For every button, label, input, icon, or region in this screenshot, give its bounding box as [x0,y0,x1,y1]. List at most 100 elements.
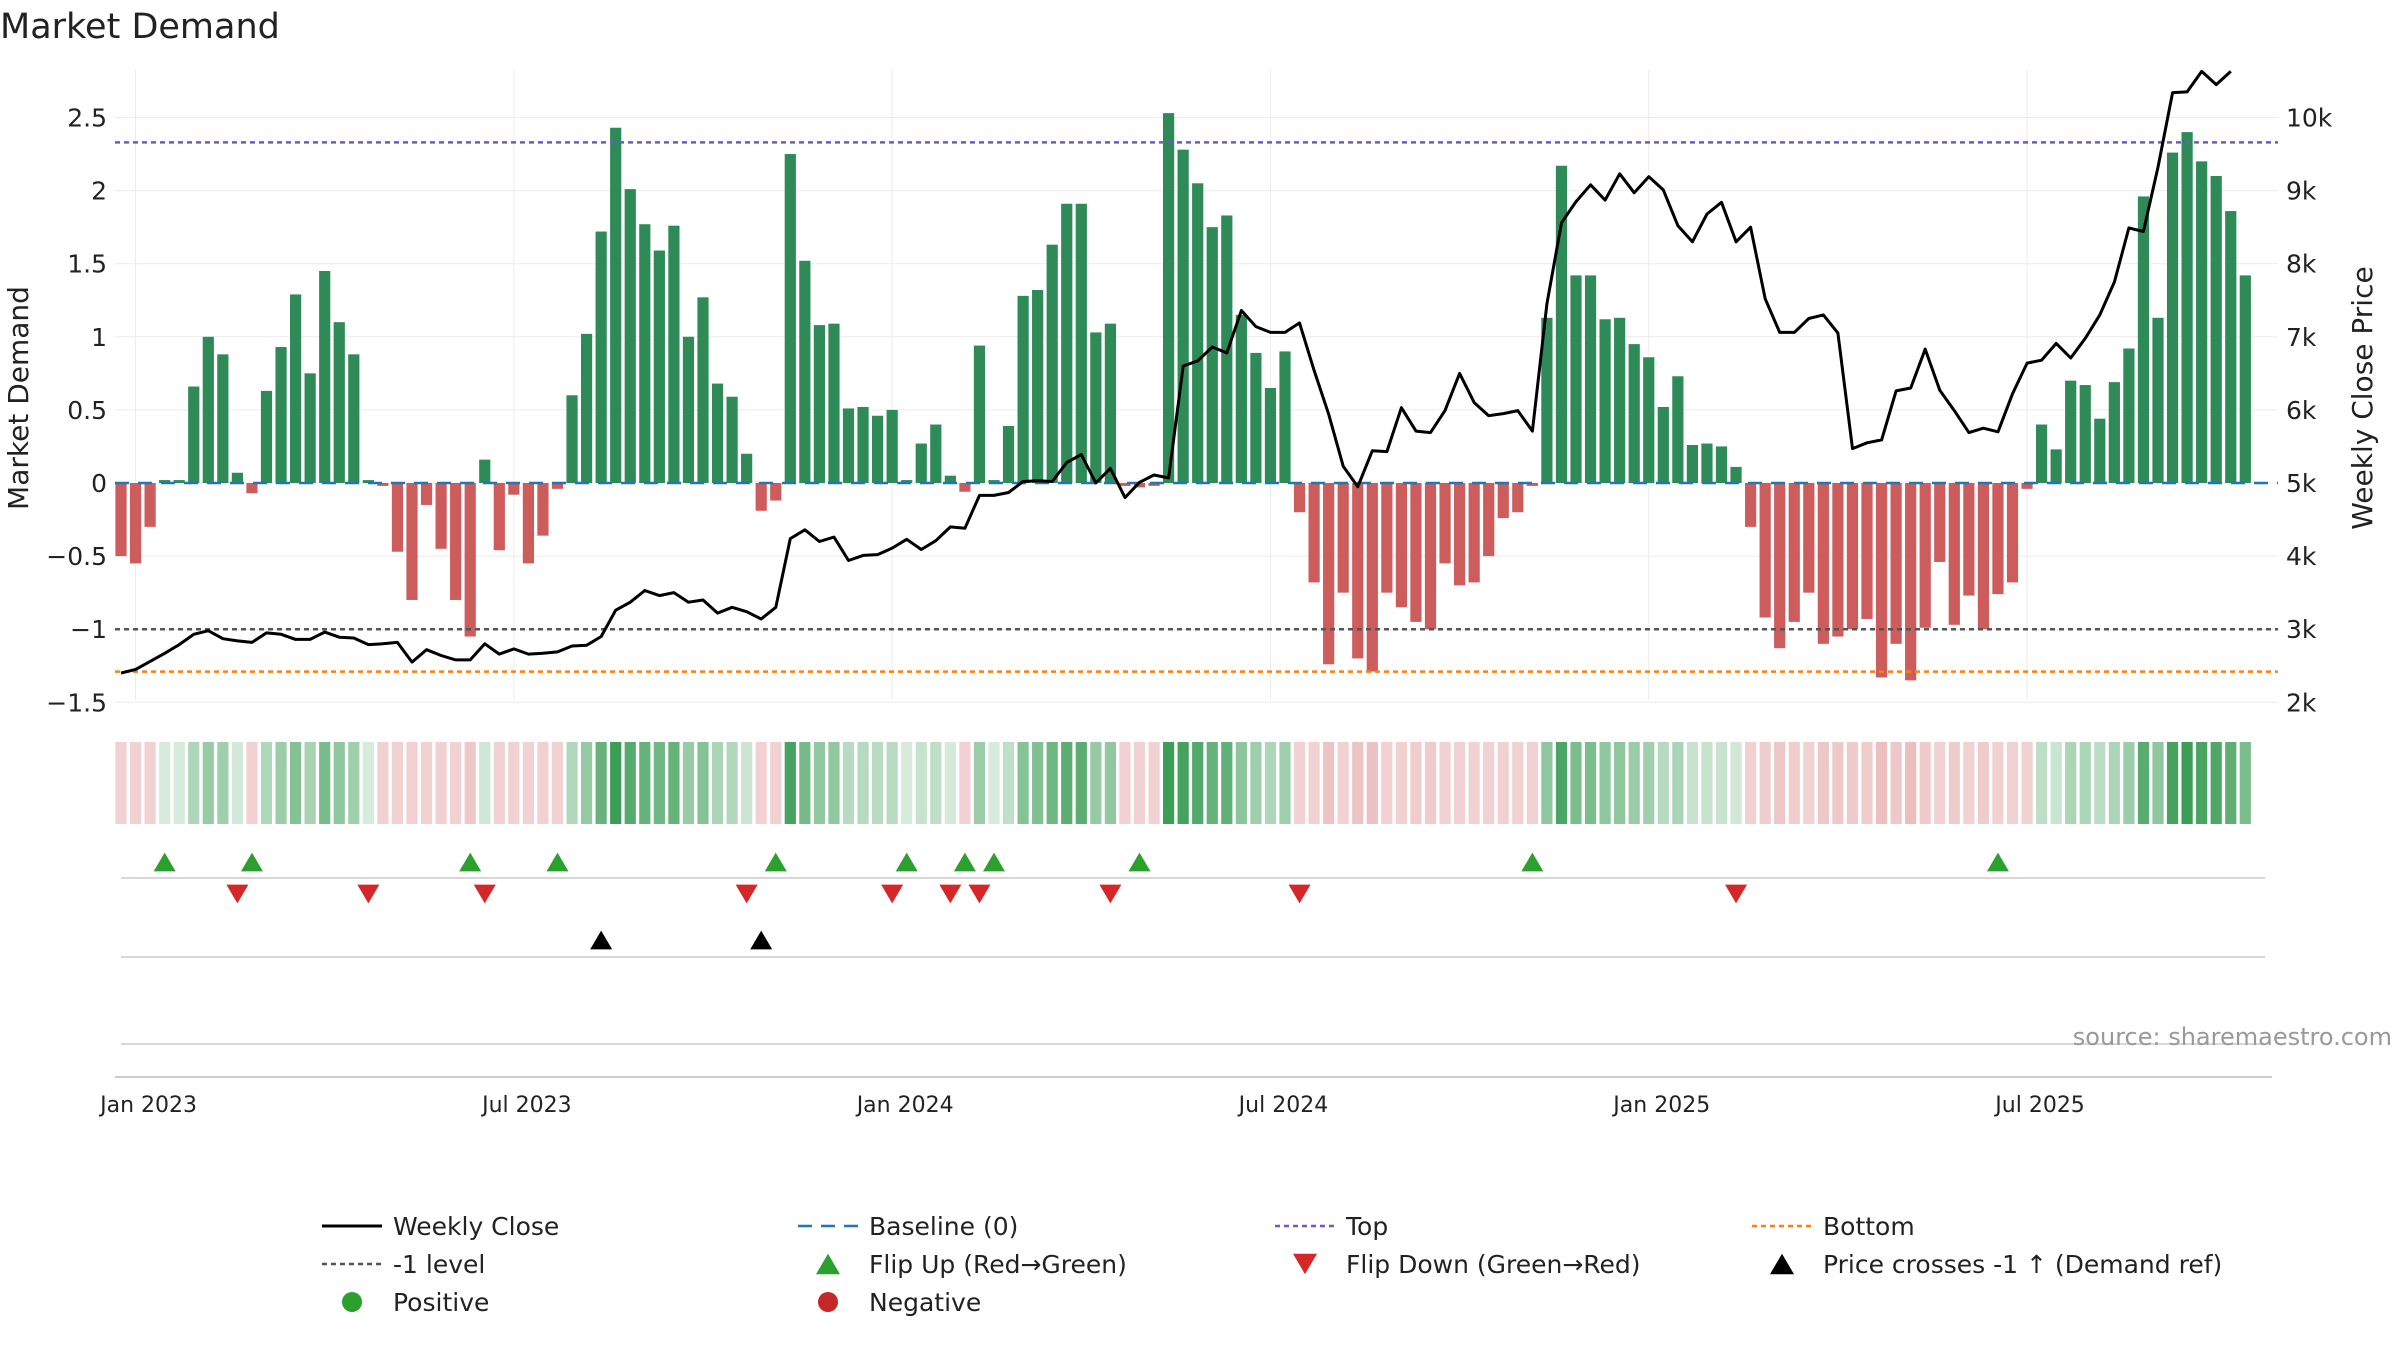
demand-strip-cell [1934,742,1946,824]
demand-strip-cell [1424,742,1437,824]
demand-strip-cell [406,742,418,824]
y2-tick-label: 7k [2286,323,2317,352]
demand-bar [988,480,1000,483]
demand-strip-cell [115,742,127,824]
demand-bar [435,483,447,549]
reference-lines [115,141,2278,673]
y2-tick-label: 6k [2286,396,2317,425]
demand-strip-cell [493,742,505,824]
demand-strip-cell [173,742,185,824]
demand-bar [2152,317,2164,483]
demand-strip-cell [275,742,287,824]
demand-strip-cell [2108,742,2120,824]
demand-strip-cell [1628,742,1640,824]
demand-strip-cell [799,742,811,824]
demand-strip-cell [362,742,374,824]
y-tick-label: 2.5 [67,104,107,133]
demand-strip-cell [1293,742,1306,824]
y-tick-label: 0.5 [67,396,107,425]
demand-strip-cell [1235,742,1247,824]
demand-strip-cell [1032,742,1044,824]
demand-strip-cell [2036,742,2048,824]
demand-strip-cell [1948,742,1960,824]
flip-up-marker [1521,852,1544,872]
demand-strip-cell [1657,742,1669,824]
demand-bar [1817,483,1829,644]
flip-up-marker [153,852,176,872]
demand-bar [755,483,767,511]
x-tick-label: Jul 2023 [480,1093,572,1118]
demand-bar [2239,275,2251,483]
demand-bar [1424,483,1437,630]
demand-bar [159,480,171,483]
demand-strip-cell [1875,742,1888,824]
demand-strip-cell [1905,742,1917,824]
demand-strip-cell [1497,742,1509,824]
demand-strip-cell [377,742,389,824]
y-tick-label: 0 [91,469,107,498]
demand-bar [2094,418,2106,483]
demand-bar [1686,444,1698,483]
demand-bar [362,480,374,483]
demand-bar [348,354,360,483]
demand-strip-cell [2006,742,2019,824]
legend-swatch-triangle-down [1293,1253,1317,1275]
demand-bar [2036,424,2048,483]
demand-strip-cell [1352,742,1364,824]
demand-strip-cell [682,742,695,824]
demand-strip-cell [668,742,680,824]
demand-strip-cell [1526,742,1538,824]
demand-bar [726,396,738,483]
demand-bar [1032,290,1044,483]
demand-strip-cell [522,742,534,824]
demand-bar [2123,348,2135,483]
demand-strip-cell [755,742,767,824]
demand-strip-cell [1075,742,1087,824]
demand-strip-cell [348,742,360,824]
demand-strip-cell [1730,742,1742,824]
demand-bar [1759,483,1771,618]
demand-strip-cell [1992,742,2004,824]
demand-strip-cell [1395,742,1407,824]
demand-bar [1774,483,1786,649]
demand-strip-cell [2239,742,2251,824]
flip-down-marker [1725,884,1748,904]
demand-strip-cell [1614,742,1626,824]
flip-up-marker [546,852,569,872]
demand-bar [129,483,142,564]
demand-bar [1512,483,1524,513]
demand-strip-cell [1337,742,1349,824]
demand-bar [1745,483,1757,527]
demand-bar [711,383,724,483]
demand-bar [828,323,840,483]
demand-strip-cell [260,742,273,824]
legend-swatch-triangle-up [816,1253,840,1275]
demand-bar [1250,352,1262,483]
y-tick-label: 1 [91,323,107,352]
demand-bar [1366,483,1378,672]
demand-bar [595,231,607,483]
legend-swatch-triangle-up [1770,1253,1794,1275]
demand-strip-cell [1061,742,1073,824]
demand-bar [377,483,389,486]
demand-strip-cell [391,742,404,824]
demand-strip-cell [1119,742,1131,824]
demand-strip-cell [566,742,578,824]
demand-strip-cell [1788,742,1800,824]
legend-label: Bottom [1823,1212,1915,1241]
demand-strip-cell [959,742,971,824]
demand-bar [1075,203,1087,483]
demand-bar [493,483,505,551]
demand-bar [2006,483,2019,583]
demand-bar [610,127,622,483]
demand-strip-cell [2225,742,2237,824]
demand-strip-cell [784,742,796,824]
demand-bar [1104,323,1116,483]
y-tick-label: −1.5 [46,688,107,717]
y2-tick-label: 5k [2286,469,2317,498]
flip-up-marker [459,852,482,872]
demand-strip-cell [1192,742,1204,824]
demand-bar [1497,483,1509,519]
demand-strip-cell [1861,742,1873,824]
demand-strip-cell [697,742,709,824]
